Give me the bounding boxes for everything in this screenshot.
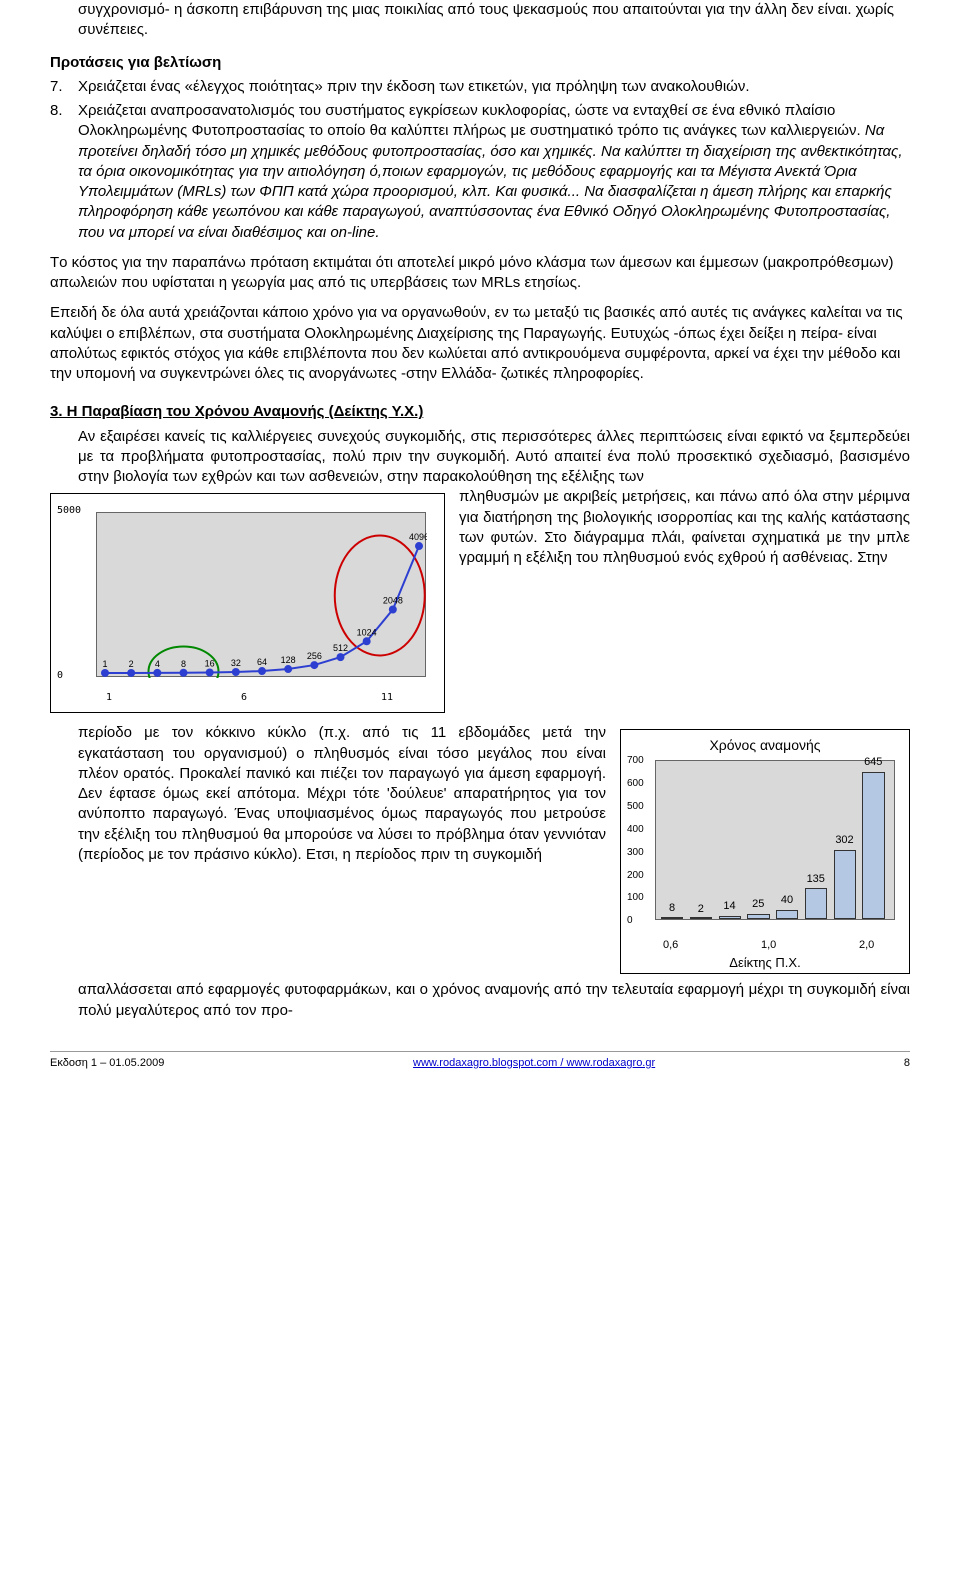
page-footer: Εκδοση 1 – 01.05.2009 www.rodaxagro.blog… bbox=[50, 1051, 910, 1071]
svg-text:256: 256 bbox=[307, 651, 322, 661]
line-chart-plot: 1 2 4 8 16 32 64 128 256 512 1024 2048 4096 bbox=[96, 512, 426, 677]
bar-xtick-2: 1,0 bbox=[761, 938, 776, 953]
bar bbox=[862, 772, 884, 919]
xaxis-label-1: 1 bbox=[106, 691, 112, 705]
section3-para-a: Αν εξαιρέσει κανείς τις καλλιέργειες συν… bbox=[50, 427, 910, 488]
yaxis-label-5000: 5000 bbox=[57, 504, 81, 518]
improvements-heading: Προτάσεις για βελτίωση bbox=[50, 53, 910, 73]
waiting-time-bar-chart: Χρόνος αναμονής 82142540135 302 645 0 100 20… bbox=[620, 729, 910, 974]
svg-text:2048: 2048 bbox=[383, 596, 403, 606]
svg-text:2: 2 bbox=[129, 659, 134, 669]
bar bbox=[690, 917, 712, 919]
list-number: 7. bbox=[50, 77, 78, 97]
svg-text:512: 512 bbox=[333, 643, 348, 653]
intro-continuation: συγχρονισμό- η άσκοπη επιβάρυνση της μια… bbox=[50, 0, 910, 41]
chart-text-wrap: 5000 0 1248163264128256512102420484096 1… bbox=[50, 487, 910, 717]
meanwhile-paragraph: Επειδή δε όλα αυτά χρειάζονται κάποιο χρ… bbox=[50, 303, 910, 384]
svg-text:1: 1 bbox=[102, 659, 107, 669]
section-3-title: 3. Η Παραβίαση του Χρόνου Αναμονής (Δείκ… bbox=[50, 403, 423, 420]
svg-text:4: 4 bbox=[155, 659, 160, 669]
bar-value-label: 135 bbox=[803, 872, 829, 887]
bar-ytick: 100 bbox=[627, 891, 644, 905]
bar-xtick-3: 2,0 bbox=[859, 938, 874, 953]
svg-text:8: 8 bbox=[181, 659, 186, 669]
bar-value-label: 14 bbox=[717, 899, 743, 914]
list-number: 8. bbox=[50, 101, 78, 243]
footer-links[interactable]: www.rodaxagro.blogspot.com / www.rodaxag… bbox=[164, 1056, 904, 1071]
bar-value-label: 8 bbox=[659, 901, 685, 916]
svg-text:128: 128 bbox=[281, 655, 296, 665]
bar bbox=[776, 910, 798, 919]
list-body: Χρειάζεται ένας «έλεγχος ποιότητας» πριν… bbox=[78, 77, 910, 97]
bar-chart-plot: 82142540135302645 bbox=[655, 760, 895, 920]
yaxis-label-0: 0 bbox=[57, 669, 63, 683]
item8-plain: Χρειάζεται αναπροσανατολισμός του συστήμ… bbox=[78, 102, 865, 139]
svg-text:16: 16 bbox=[205, 659, 215, 669]
bar-value-label: 2 bbox=[688, 902, 714, 917]
bar-value-label: 25 bbox=[745, 897, 771, 912]
bar bbox=[747, 914, 769, 920]
bar-ytick: 700 bbox=[627, 754, 644, 768]
bar-xtick-1: 0,6 bbox=[663, 938, 678, 953]
footer-page-number: 8 bbox=[904, 1056, 910, 1071]
line-chart-svg: 1 2 4 8 16 32 64 128 256 512 1024 2048 4096 bbox=[97, 513, 427, 678]
bar-value-label: 40 bbox=[774, 893, 800, 908]
list-body: Χρειάζεται αναπροσανατολισμός του συστήμ… bbox=[78, 101, 910, 243]
bar bbox=[661, 917, 683, 919]
xaxis-label-6: 6 bbox=[241, 691, 247, 705]
bar-ytick: 400 bbox=[627, 823, 644, 837]
bar-ytick: 500 bbox=[627, 800, 644, 814]
bar bbox=[834, 850, 856, 919]
population-line-chart: 5000 0 1248163264128256512102420484096 1… bbox=[50, 493, 445, 713]
bar-ytick: 600 bbox=[627, 777, 644, 791]
footer-edition: Εκδοση 1 – 01.05.2009 bbox=[50, 1056, 164, 1071]
red-ellipse bbox=[335, 536, 425, 656]
svg-text:64: 64 bbox=[257, 657, 267, 667]
list-item-7: 7. Χρειάζεται ένας «έλεγχος ποιότητας» π… bbox=[50, 77, 910, 97]
bar-chart-title: Χρόνος αναμονής bbox=[621, 736, 909, 755]
bar-x-title: Δείκτης Π.Χ. bbox=[621, 954, 909, 972]
section-3-heading: 3. Η Παραβίαση του Χρόνου Αναμονής (Δείκ… bbox=[50, 402, 910, 422]
bar-ytick: 200 bbox=[627, 869, 644, 883]
bar-value-label: 645 bbox=[860, 755, 886, 770]
bar-ytick: 0 bbox=[627, 914, 633, 928]
cost-paragraph: Tο κόστος για την παραπάνω πρόταση εκτιμ… bbox=[50, 253, 910, 294]
bar-ytick: 300 bbox=[627, 846, 644, 860]
bar-chart-wrap: Χρόνος αναμονής 82142540135 302 645 0 100 20… bbox=[50, 723, 910, 980]
bar bbox=[719, 916, 741, 919]
item8-italic: Να προτείνει δηλαδή τόσο μη χημικές μεθό… bbox=[78, 122, 903, 240]
bar bbox=[805, 888, 827, 919]
svg-text:4096: 4096 bbox=[409, 532, 427, 542]
bar-value-label: 302 bbox=[832, 833, 858, 848]
section3-para-d: απαλλάσσεται από εφαρμογές φυτοφαρμάκων,… bbox=[50, 980, 910, 1021]
list-item-8: 8. Χρειάζεται αναπροσανατολισμός του συσ… bbox=[50, 101, 910, 243]
xaxis-label-11: 11 bbox=[381, 691, 393, 705]
svg-text:1024: 1024 bbox=[357, 628, 377, 638]
svg-text:32: 32 bbox=[231, 658, 241, 668]
population-value-labels: 1 2 4 8 16 32 64 128 256 512 1024 2048 4096 bbox=[102, 532, 427, 669]
